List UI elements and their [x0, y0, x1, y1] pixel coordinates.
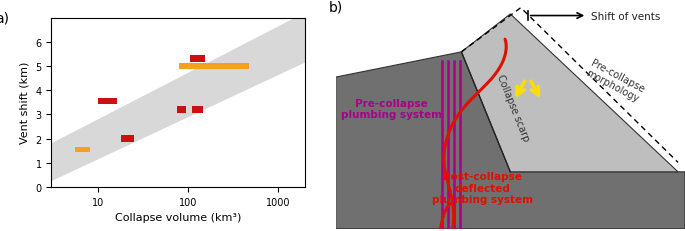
Text: Shift of vents: Shift of vents	[590, 12, 660, 21]
Text: Post-collapse
deflected
plumbing system: Post-collapse deflected plumbing system	[432, 171, 533, 204]
X-axis label: Collapse volume (km³): Collapse volume (km³)	[115, 212, 241, 222]
Text: Pre-collapse
morphology: Pre-collapse morphology	[584, 58, 646, 104]
Polygon shape	[336, 53, 685, 229]
Text: b): b)	[329, 0, 343, 14]
Polygon shape	[462, 15, 678, 172]
Text: Collapse scarp: Collapse scarp	[495, 73, 531, 143]
Y-axis label: Vent shift (km): Vent shift (km)	[20, 62, 30, 144]
Text: Pre-collapse
plumbing system: Pre-collapse plumbing system	[341, 98, 442, 120]
Text: a): a)	[0, 12, 10, 26]
